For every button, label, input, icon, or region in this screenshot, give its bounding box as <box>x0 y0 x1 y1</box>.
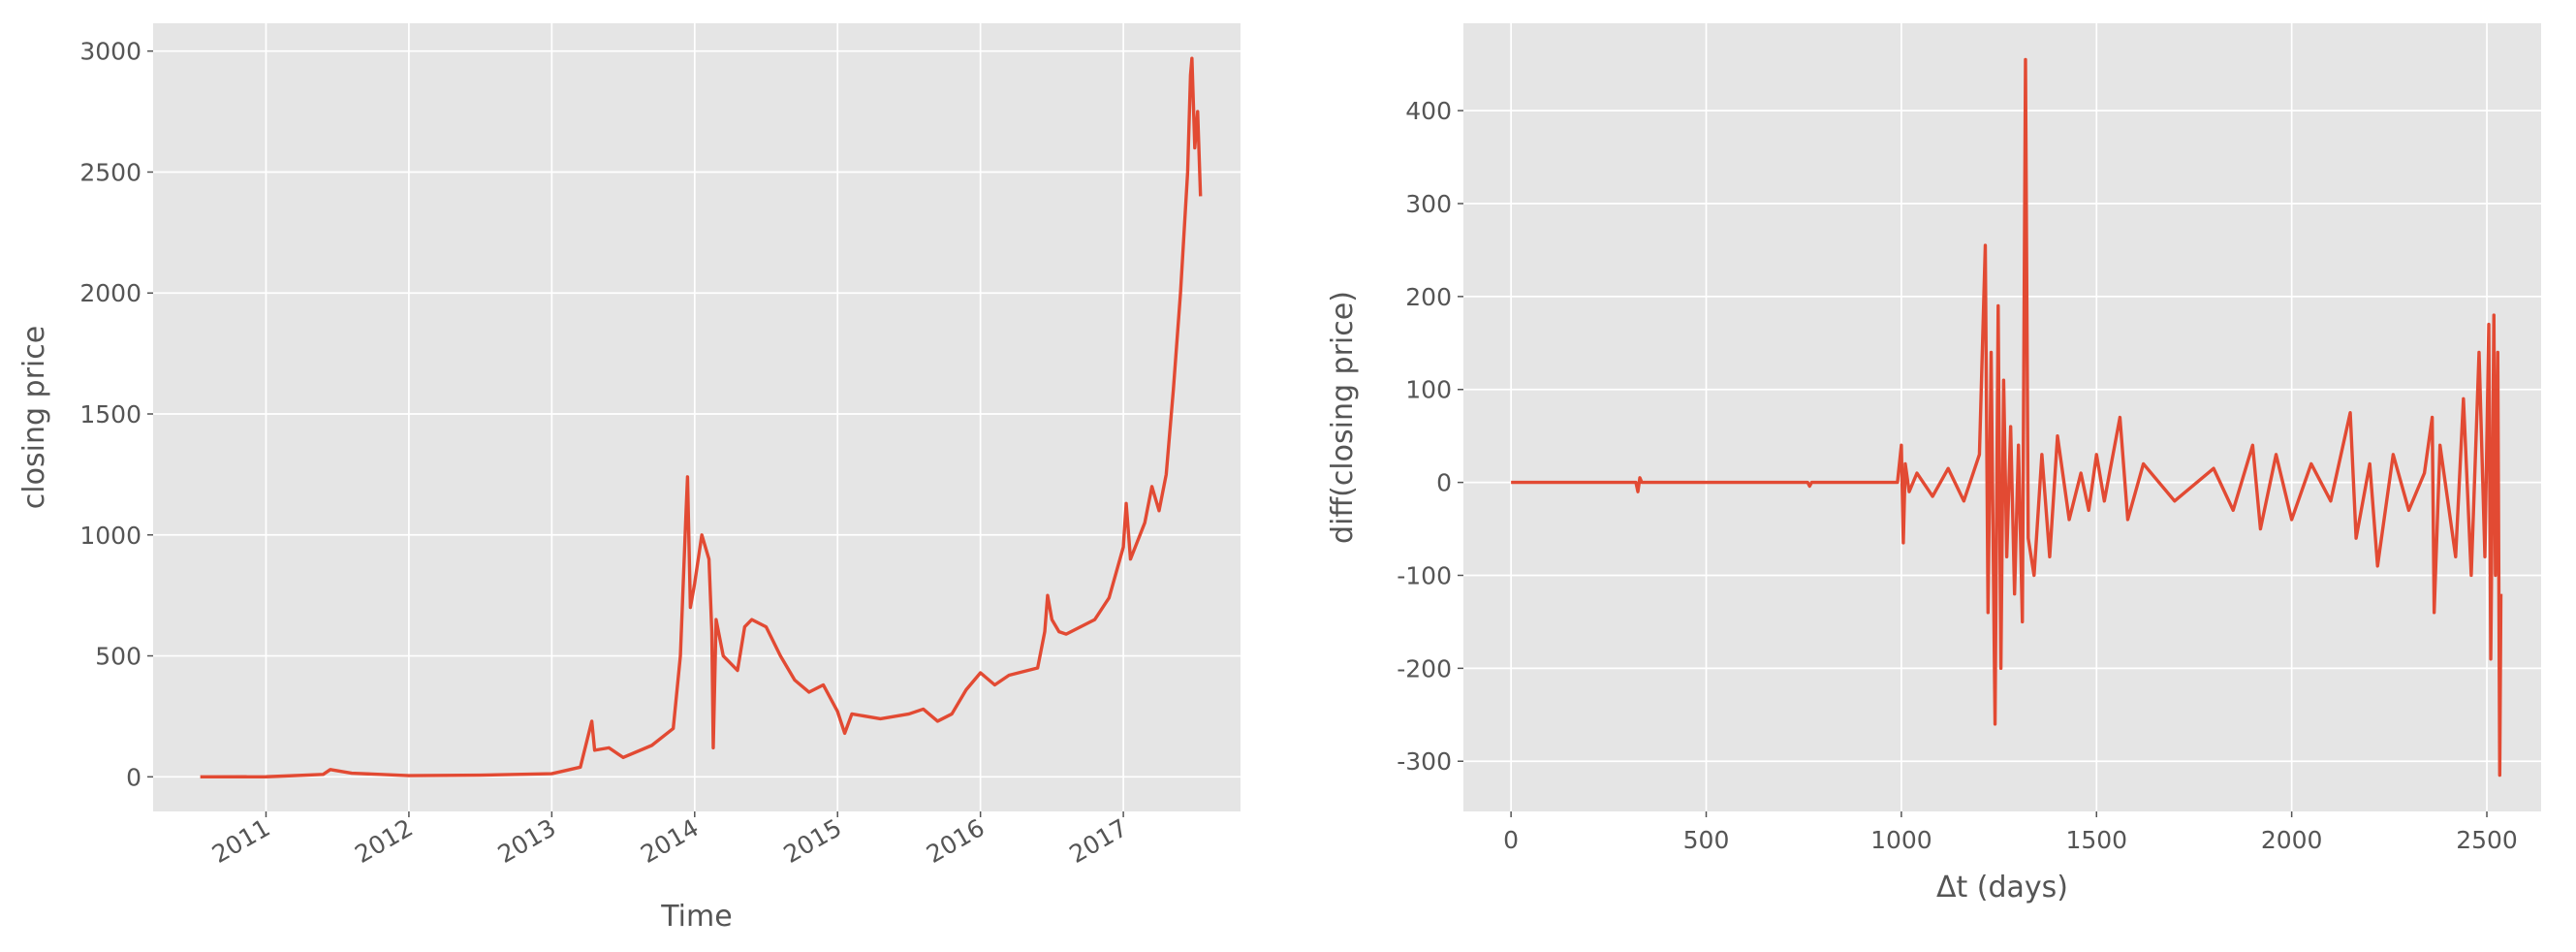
y-axis-label: diff(closing price) <box>1326 291 1360 544</box>
x-tick-label: 0 <box>1503 826 1519 854</box>
y-tick-label: 3000 <box>79 38 141 66</box>
x-tick-label: 2017 <box>1065 813 1133 869</box>
y-tick-label: 0 <box>1436 469 1452 497</box>
x-axis-label: Δt (days) <box>1936 871 2068 904</box>
y-tick-label: 200 <box>1405 283 1452 311</box>
x-tick-label: 2015 <box>779 813 847 869</box>
y-axis-label: closing price <box>17 326 51 509</box>
x-tick-label: 2012 <box>350 813 418 869</box>
y-tick-label: 300 <box>1405 190 1452 218</box>
x-tick-label: 2000 <box>2261 826 2323 854</box>
y-tick-label: -300 <box>1397 747 1452 776</box>
y-tick-label: 1500 <box>79 400 141 428</box>
x-tick-label: 500 <box>1683 826 1730 854</box>
x-tick-label: 2013 <box>493 813 561 869</box>
x-tick-label: 2016 <box>922 813 990 869</box>
y-tick-label: 1000 <box>79 522 141 550</box>
y-tick-label: -200 <box>1397 654 1452 682</box>
y-tick-label: 2000 <box>79 279 141 307</box>
x-tick-label: 2011 <box>207 813 275 869</box>
y-tick-label: 500 <box>95 643 141 671</box>
plot-area <box>153 23 1241 811</box>
y-tick-label: 2500 <box>79 158 141 186</box>
x-tick-label: 2014 <box>636 813 704 869</box>
line <box>1511 57 2503 777</box>
x-tick-label: 2500 <box>2456 826 2518 854</box>
y-tick-label: -100 <box>1397 561 1452 589</box>
x-tick-label: 1500 <box>2065 826 2127 854</box>
y-tick-label: 0 <box>126 763 141 791</box>
y-tick-label: 100 <box>1405 376 1452 404</box>
line <box>200 56 1203 779</box>
x-axis-label: Time <box>660 900 732 934</box>
x-tick-label: 1000 <box>1870 826 1932 854</box>
y-tick-label: 400 <box>1405 97 1452 125</box>
